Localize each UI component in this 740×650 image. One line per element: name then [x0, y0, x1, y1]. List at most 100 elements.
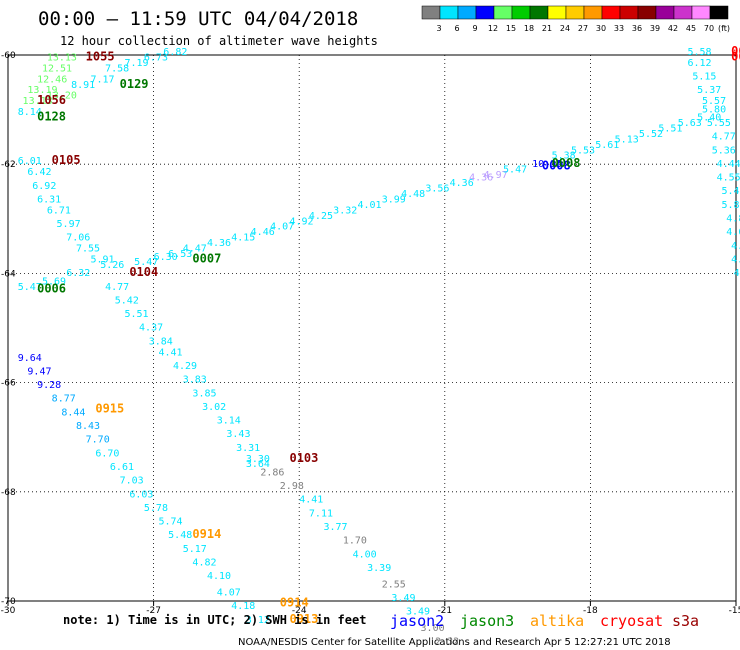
wave-height-label: 5.97 — [57, 219, 81, 230]
scale-swatch-11 — [619, 5, 639, 20]
scale-swatch-9 — [583, 5, 603, 20]
wave-height-label: 3.99 — [382, 194, 406, 205]
wave-height-label: 3.31 — [236, 443, 260, 454]
wave-height-label: 8.43 — [76, 421, 100, 432]
scale-label-1: 6 — [454, 24, 459, 33]
wave-height-label: 4.18 — [231, 601, 255, 612]
wave-height-label: 6.53 — [168, 249, 192, 260]
wave-height-label: 4.46 — [251, 227, 275, 238]
wave-height-label: 5.40 — [697, 113, 721, 124]
wave-height-label: 3.14 — [217, 416, 241, 427]
wave-height-label: 6.01 — [18, 156, 42, 167]
pass-time-label: 0007 — [192, 251, 221, 265]
y-tick-label: -68 — [1, 488, 16, 498]
x-tick-label: -30 — [1, 606, 16, 616]
wave-height-label: 5.53 — [571, 145, 595, 156]
wave-height-label: 5.38 — [552, 151, 576, 162]
scale-swatch-2 — [457, 5, 477, 20]
wave-height-label: 4.07 — [270, 222, 294, 233]
pass-time-label: 0006 — [37, 282, 66, 296]
wave-height-label: 3.84 — [149, 336, 173, 347]
wave-height-label: 5.37 — [697, 85, 721, 96]
pass-time-label: 1055 — [86, 49, 115, 63]
wave-height-label: 7.11 — [309, 508, 333, 519]
wave-height-label: 5.47 — [503, 164, 527, 175]
plot-border — [7, 54, 737, 602]
wave-height-label: 3.64 — [246, 459, 270, 470]
wave-height-label: 3.85 — [192, 388, 216, 399]
wave-height-label: 4.07 — [217, 588, 241, 599]
wave-height-label: 3.49 — [391, 593, 415, 604]
chart-title: 00:00 — 11:59 UTC 04/04/2018 — [38, 8, 358, 30]
wave-height-label: 6.03 — [129, 489, 153, 500]
pass-time-labels: 1055 1056 0129 0128 0105 0104 0007 0006 0915 0103… — [37, 44, 740, 626]
wave-height-label: 6.30 — [154, 252, 178, 263]
wave-height-label: 5.47 — [721, 186, 740, 197]
wave-height-label: 4.97 — [484, 170, 508, 181]
wave-height-label: 2.86 — [260, 467, 284, 478]
wave-height-label: 3.43 — [226, 429, 250, 440]
satellite-legend: jason2 jason3 altika cryosat s3a — [390, 612, 699, 630]
wave-height-label: 4.10 — [207, 571, 231, 582]
pass-time-label: 0913 — [289, 612, 318, 626]
wave-height-label: 6.92 — [32, 181, 56, 192]
scale-label-13: 42 — [668, 24, 678, 33]
x-tick-label: -21 — [437, 606, 452, 616]
wave-height-label: 3.02 — [202, 402, 226, 413]
scale-unit: (ft) — [718, 24, 730, 33]
wave-height-label: 13.13 — [23, 96, 53, 107]
y-tick-label: -70 — [1, 597, 16, 607]
plot-frame — [7, 54, 737, 602]
wave-height-label: 4.98 — [731, 254, 740, 265]
wave-height-label: 6.71 — [47, 205, 71, 216]
chart-subtitle: 12 hour collection of altimeter wave hei… — [60, 34, 378, 48]
scale-label-4: 15 — [506, 24, 516, 33]
wave-height-label: 5.47 — [134, 257, 158, 268]
legend-jason3: jason3 — [460, 612, 514, 630]
wave-height-label: 4.55 — [717, 173, 740, 184]
wave-height-label: 5.47 — [18, 282, 42, 293]
wave-height-label: 5.26 — [100, 260, 124, 271]
y-tick-label: -62 — [1, 160, 16, 170]
pass-time-label: 0914 — [192, 527, 221, 541]
wave-height-label: 6.70 — [95, 448, 119, 459]
pass-time-label: 0008 — [552, 156, 581, 170]
wave-height-label: 5.58 — [687, 47, 711, 58]
wave-height-label: 13.19 — [27, 85, 57, 96]
wave-height-label: 6.73 — [144, 52, 168, 63]
wave-height-label: 8.91 — [71, 80, 95, 91]
x-tick-label: -24 — [292, 606, 307, 616]
wave-height-label: 5.81 — [721, 200, 740, 211]
wave-height-label: 4.44 — [717, 159, 740, 170]
wave-height-label: 3.83 — [183, 375, 207, 386]
wave-height-label: 4.87 — [734, 268, 740, 279]
scale-swatch-7 — [547, 5, 567, 20]
wave-height-label: 4.00 — [353, 549, 377, 560]
wave-height-label: 8.44 — [61, 407, 85, 418]
x-axis-ticks: -30 -27 -24 -21 -18 -15 — [1, 601, 740, 616]
wave-height-label: 4.01 — [357, 200, 381, 211]
scale-swatch-16 — [709, 5, 729, 20]
wave-height-label: 4.41 — [299, 495, 323, 506]
scale-label-3: 12 — [488, 24, 498, 33]
wave-height-label: 6.12 — [687, 58, 711, 69]
plot-grid — [8, 55, 736, 601]
wave-height-label: 7.19 — [124, 58, 148, 69]
wave-height-label: 3.77 — [323, 522, 347, 533]
wave-height-label: 4.36 — [469, 173, 493, 184]
wave-height-label: 5.91 — [91, 254, 115, 265]
wave-height-label: 4.85 — [726, 214, 740, 225]
pass-time-label: 0914 — [280, 595, 309, 609]
scale-label-10: 33 — [614, 24, 624, 33]
legend-jason2: jason2 — [390, 612, 444, 630]
y-tick-label: -66 — [1, 379, 16, 389]
wave-height-label: 5.55 — [707, 118, 731, 129]
wave-height-label: 5.51 — [658, 123, 682, 134]
pass-time-label: 0008 — [542, 159, 571, 173]
wave-height-label: 3.39 — [367, 563, 391, 574]
pass-time-label: 0105 — [52, 153, 81, 167]
wave-height-label: 5.61 — [595, 140, 619, 151]
scale-swatch-5 — [511, 5, 531, 20]
wave-height-label: 5.78 — [144, 503, 168, 514]
wave-height-label: 13.13 — [47, 52, 77, 63]
